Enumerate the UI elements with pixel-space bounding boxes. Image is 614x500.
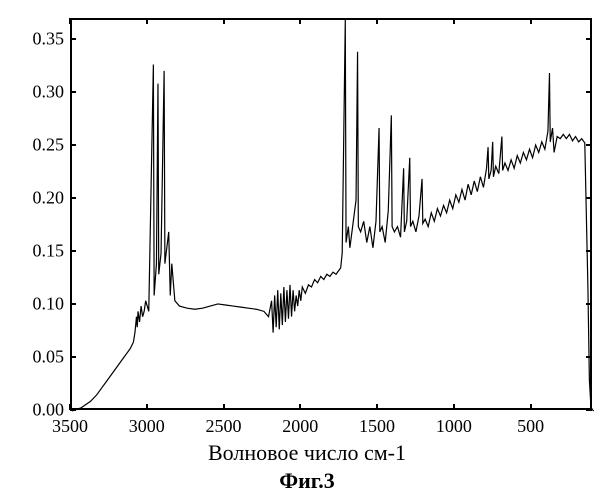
y-tick-mark-right (586, 197, 592, 199)
x-tick-mark-top (146, 18, 148, 24)
x-tick-mark (376, 404, 378, 410)
y-tick-label: 0.30 (14, 82, 64, 103)
y-tick-mark (70, 303, 76, 305)
x-tick-mark (299, 404, 301, 410)
x-tick-mark (453, 404, 455, 410)
y-tick-mark-right (586, 91, 592, 93)
y-tick-mark (70, 144, 76, 146)
figure-caption: Фиг.3 (0, 468, 614, 494)
x-tick-mark-top (223, 18, 225, 24)
y-tick-mark-right (586, 250, 592, 252)
y-tick-mark (70, 250, 76, 252)
y-tick-mark (70, 38, 76, 40)
y-tick-label: 0.15 (14, 241, 64, 262)
y-tick-mark (70, 197, 76, 199)
y-tick-mark-right (586, 409, 592, 411)
x-tick-mark (146, 404, 148, 410)
y-tick-mark (70, 91, 76, 93)
y-tick-mark-right (586, 38, 592, 40)
y-tick-label: 0.10 (14, 294, 64, 315)
spectrum-path (72, 20, 594, 411)
y-tick-mark-right (586, 144, 592, 146)
y-tick-label: 0.35 (14, 29, 64, 50)
x-tick-mark-top (299, 18, 301, 24)
x-tick-label: 3000 (129, 416, 165, 437)
figure: 0.000.050.100.150.200.250.300.35 3500300… (0, 0, 614, 500)
x-tick-mark-top (453, 18, 455, 24)
x-tick-mark-top (530, 18, 532, 24)
y-tick-mark (70, 356, 76, 358)
x-axis-label: Волновое число см-1 (0, 440, 614, 466)
x-tick-label: 500 (517, 416, 544, 437)
x-tick-label: 2000 (282, 416, 318, 437)
y-tick-label: 0.20 (14, 188, 64, 209)
x-tick-mark (69, 404, 71, 410)
y-tick-label: 0.25 (14, 135, 64, 156)
x-tick-label: 1500 (359, 416, 395, 437)
x-tick-mark-top (69, 18, 71, 24)
y-tick-label: 0.05 (14, 347, 64, 368)
x-tick-label: 3500 (52, 416, 88, 437)
y-tick-mark-right (586, 303, 592, 305)
spectrum-line (72, 20, 594, 412)
y-tick-mark-right (586, 356, 592, 358)
x-tick-mark (530, 404, 532, 410)
x-tick-mark (223, 404, 225, 410)
x-tick-label: 2500 (206, 416, 242, 437)
x-tick-label: 1000 (436, 416, 472, 437)
x-tick-mark-top (376, 18, 378, 24)
plot-area (70, 18, 592, 410)
